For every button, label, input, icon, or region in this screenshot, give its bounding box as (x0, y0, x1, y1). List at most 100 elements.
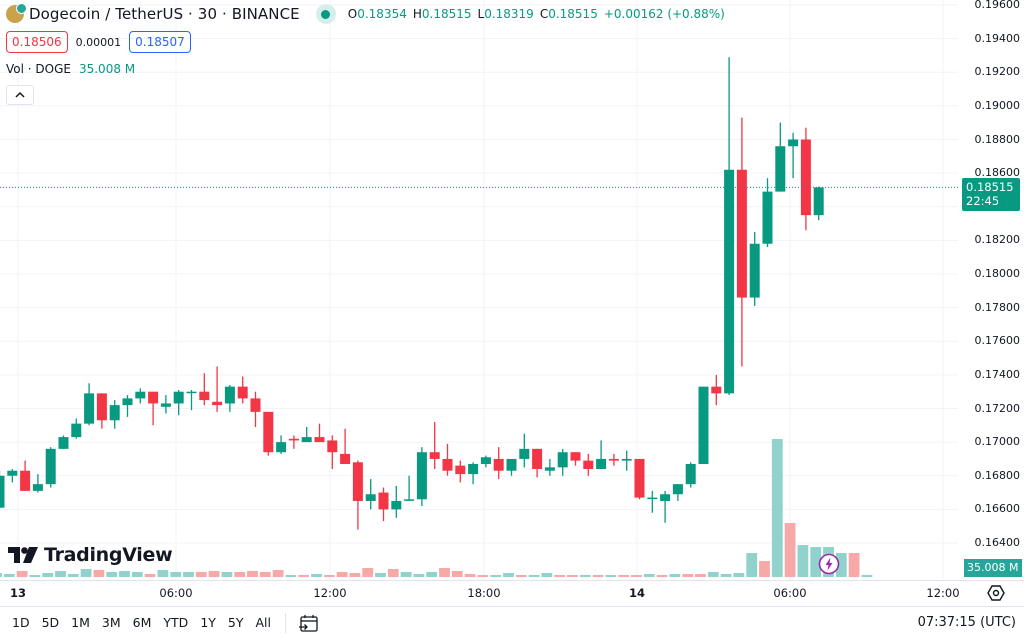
tradingview-logo[interactable]: TradingView (8, 544, 173, 566)
candle-body (608, 458, 619, 461)
status-dot-icon (321, 9, 331, 19)
candle-body (263, 411, 274, 453)
volume-bar (93, 570, 105, 577)
candle-body (314, 437, 325, 443)
time-axis-label: 12:00 (926, 586, 960, 600)
last-price-value: 0.18515 (966, 180, 1014, 194)
range-button-1m[interactable]: 1M (71, 615, 90, 630)
volume-bar (157, 570, 169, 577)
volume-legend: Vol · DOGE 35.008 M (6, 62, 135, 76)
collapse-legend-button[interactable] (6, 85, 34, 105)
volume-bar (707, 572, 719, 577)
time-axis-label: 06:00 (159, 586, 193, 600)
candle-body (122, 398, 133, 406)
buy-button[interactable]: 0.18507 (129, 31, 191, 53)
utc-clock[interactable]: 07:37:15 (UTC) (917, 615, 1016, 630)
candle-body (276, 442, 287, 453)
volume-bar (439, 568, 450, 577)
volume-bar (771, 439, 783, 577)
volume-bar (477, 575, 489, 577)
sell-button[interactable]: 0.18506 (6, 31, 68, 53)
candle-body (455, 465, 466, 475)
range-button-5y[interactable]: 5Y (227, 615, 244, 630)
price-axis-label: 0.18800 (974, 132, 1021, 146)
candle-body (749, 243, 760, 298)
volume-tag: 35.008 M (964, 559, 1022, 577)
volume-bar (669, 574, 681, 577)
settings-icon[interactable] (986, 583, 1006, 603)
price-axis-label: 0.19200 (974, 65, 1021, 79)
candle-body (135, 391, 146, 399)
range-button-6m[interactable]: 6M (132, 615, 152, 630)
candle-body (288, 438, 299, 441)
candle-body (186, 391, 197, 394)
candle-body (480, 457, 491, 464)
volume-bar (515, 575, 527, 577)
candle-body (250, 398, 261, 412)
volume-bar (528, 575, 540, 577)
candle-body (160, 403, 171, 407)
volume-bar (746, 553, 758, 577)
candle-body (429, 452, 440, 459)
lightning-icon[interactable] (818, 553, 840, 575)
close-key: C (539, 7, 549, 21)
candle-body (378, 492, 389, 510)
time-axis[interactable]: 13 06:00 12:00 18:00 14 06:00 12:00 (0, 580, 1024, 604)
candle-body (583, 460, 594, 470)
volume-bar (797, 545, 809, 577)
price-axis-label: 0.17000 (974, 435, 1021, 449)
range-button-3m[interactable]: 3M (101, 615, 121, 630)
candle-body (301, 437, 312, 443)
volume-bar (387, 569, 399, 577)
candle-body (788, 139, 799, 147)
volume-bar (784, 523, 796, 577)
price-axis-label: 0.19400 (974, 31, 1021, 45)
price-axis-label: 0.16800 (974, 468, 1021, 482)
volume-bar (541, 573, 553, 577)
volume-bar (67, 574, 79, 577)
range-button-1y[interactable]: 1Y (200, 615, 216, 630)
quote-row: 0.18506 0.00001 0.18507 (6, 31, 191, 53)
time-axis-label: 14 (628, 586, 646, 600)
volume-bar (759, 561, 770, 577)
price-axis-label: 0.17200 (974, 401, 1021, 415)
tradingview-logo-text: TradingView (44, 544, 173, 566)
candle-body (416, 452, 427, 500)
volume-bar (861, 575, 873, 577)
dogecoin-icon (6, 3, 27, 23)
candle-body (58, 437, 69, 449)
volume-bar (42, 573, 54, 577)
price-axis-label: 0.17600 (974, 334, 1021, 348)
price-axis-label: 0.16600 (974, 502, 1021, 516)
volume-bar (413, 574, 425, 577)
volume-bar (131, 572, 143, 577)
volume-bar (336, 572, 348, 577)
range-button-5d[interactable]: 5D (41, 615, 60, 630)
go-to-date-calendar-icon[interactable] (298, 612, 320, 634)
range-button-1d[interactable]: 1D (12, 615, 30, 630)
candlestick-chart[interactable] (0, 0, 1024, 580)
price-axis-label: 0.18200 (974, 233, 1021, 247)
volume-bar (567, 575, 578, 577)
volume-label[interactable]: Vol · DOGE (6, 62, 71, 76)
volume-bar (720, 574, 732, 577)
candle-body (0, 475, 5, 508)
range-button-all[interactable]: All (255, 615, 272, 630)
volume-bar (285, 575, 297, 577)
market-status-icon[interactable] (315, 4, 336, 24)
range-button-ytd[interactable]: YTD (163, 615, 189, 630)
candle-body (391, 500, 402, 510)
candle-body (775, 146, 786, 192)
volume-bar (592, 575, 604, 577)
candle-body (404, 499, 415, 501)
volume-bar (323, 575, 335, 577)
volume-bar (80, 569, 92, 577)
candle-body (813, 187, 824, 216)
volume-bar (490, 575, 502, 577)
symbol-title[interactable]: Dogecoin / TetherUS · 30 · BINANCE (29, 5, 300, 23)
price-axis-label: 0.18600 (974, 166, 1021, 180)
tradingview-logo-icon (8, 547, 38, 563)
volume-bar (195, 572, 207, 577)
volume-bar (234, 572, 246, 577)
volume-bar (208, 571, 220, 577)
